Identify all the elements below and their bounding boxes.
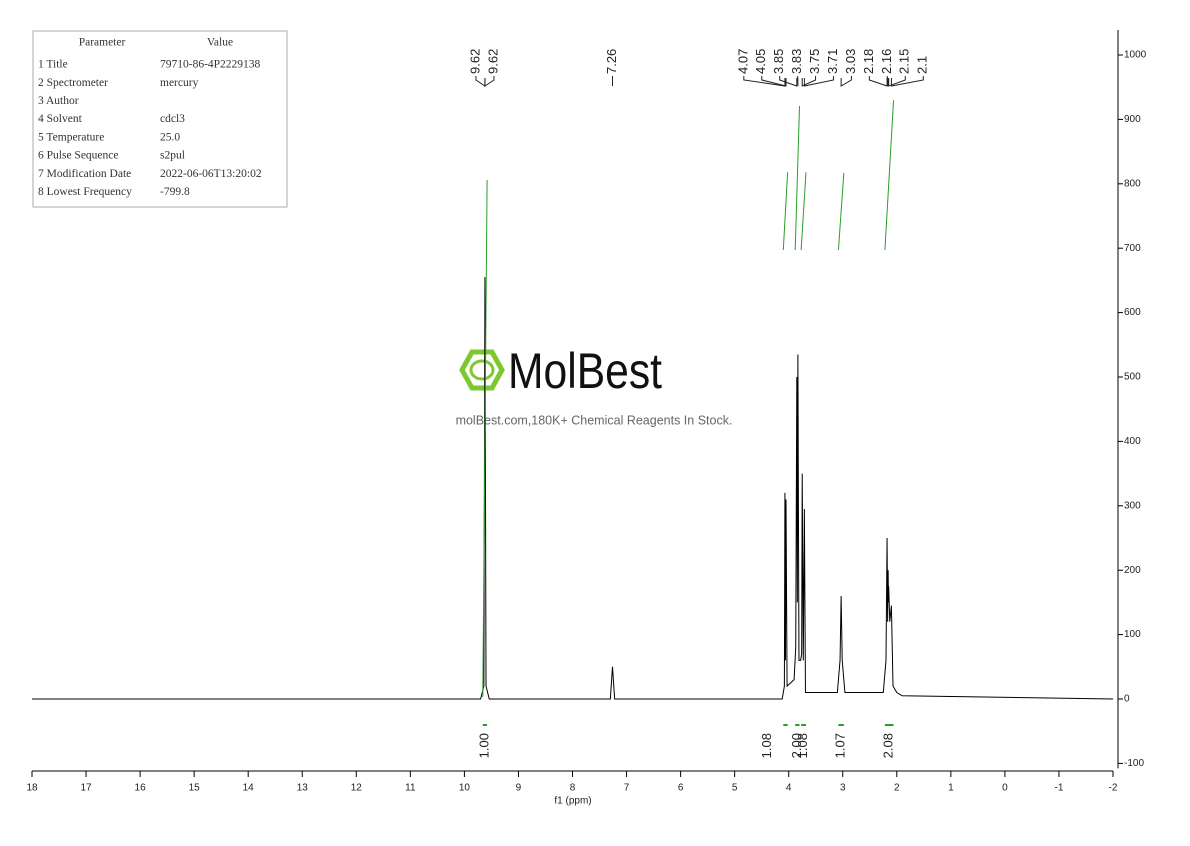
y-tick-label: 100 xyxy=(1124,629,1141,640)
x-tick-label: 2 xyxy=(894,783,900,794)
peak-label: 4.05 xyxy=(753,49,768,74)
y-tick-label: -100 xyxy=(1124,758,1144,769)
peak-label: 3.71 xyxy=(825,49,840,74)
logo-hexagon xyxy=(462,352,502,388)
y-tick-label: 700 xyxy=(1124,243,1141,254)
integral-label: 1.08 xyxy=(795,733,810,758)
peak-label: 2.1 xyxy=(915,56,930,74)
peak-label: 7.26 xyxy=(604,49,619,74)
logo-ring xyxy=(471,361,493,379)
x-tick-label: 7 xyxy=(624,783,630,794)
peak-label: 3.83 xyxy=(789,49,804,74)
x-tick-label: 9 xyxy=(516,783,522,794)
peak-connector xyxy=(869,76,887,86)
x-tick-label: 14 xyxy=(243,783,255,794)
table-cell: 25.0 xyxy=(160,131,180,143)
logo-text: MolBest xyxy=(508,343,662,399)
x-tick-label: 1 xyxy=(948,783,954,794)
y-tick-label: 200 xyxy=(1124,565,1141,576)
table-cell: s2pul xyxy=(160,150,185,162)
x-tick-label: 13 xyxy=(297,783,309,794)
x-tick-label: 12 xyxy=(351,783,363,794)
x-tick-label: -2 xyxy=(1109,783,1118,794)
y-tick-label: 500 xyxy=(1124,372,1141,383)
watermark: MolBest molBest.com,180K+ Chemical Reage… xyxy=(456,343,733,427)
peak-label: 3.85 xyxy=(771,49,786,74)
peak-label: 2.18 xyxy=(861,49,876,74)
x-tick-label: 16 xyxy=(135,783,147,794)
x-tick-label: 4 xyxy=(786,783,792,794)
x-tick-label: 8 xyxy=(570,783,576,794)
integral-label: 2.08 xyxy=(881,733,896,758)
peak-connector xyxy=(780,76,797,86)
table-header: Value xyxy=(207,37,233,49)
peak-connector xyxy=(887,76,888,86)
peak-label: 9.62 xyxy=(485,49,500,74)
integral-curve xyxy=(483,180,487,697)
x-tick-label: 0 xyxy=(1002,783,1008,794)
x-tick-label: 11 xyxy=(405,783,416,794)
tagline: molBest.com,180K+ Chemical Reagents In S… xyxy=(456,413,733,427)
peak-connector xyxy=(804,76,833,86)
peak-label: 4.07 xyxy=(735,49,750,74)
integral-label: 1.00 xyxy=(476,733,491,758)
y-tick-label: 300 xyxy=(1124,500,1141,511)
integral-curve xyxy=(885,100,894,250)
x-tick-label: 17 xyxy=(80,783,92,794)
peak-connector xyxy=(891,76,923,86)
table-cell: mercury xyxy=(160,77,199,89)
peak-label: 2.15 xyxy=(897,49,912,74)
table-cell: 2022-06-06T13:20:02 xyxy=(160,168,262,180)
x-tick-label: 15 xyxy=(189,783,201,794)
integral-curve xyxy=(783,172,787,250)
spectrum xyxy=(32,277,1113,699)
integral-curve xyxy=(795,106,799,250)
integral-label: 1.07 xyxy=(833,733,848,758)
table-cell: 2 Spectrometer xyxy=(38,77,108,89)
x-tick-label: 6 xyxy=(678,783,684,794)
table-cell: 4 Solvent xyxy=(38,113,83,125)
integral-label: 1.08 xyxy=(759,733,774,758)
x-tick-label: 18 xyxy=(26,783,38,794)
y-tick-label: 400 xyxy=(1124,436,1141,447)
peak-connector xyxy=(485,76,494,86)
y-tick-label: 900 xyxy=(1124,114,1141,125)
x-tick-label: 10 xyxy=(459,783,471,794)
y-tick-label: 0 xyxy=(1124,694,1130,705)
y-tick-label: 600 xyxy=(1124,307,1141,318)
x-tick-label: 3 xyxy=(840,783,846,794)
peak-label: 3.03 xyxy=(843,49,858,74)
x-axis-label: f1 (ppm) xyxy=(554,796,591,807)
table-cell: 3 Author xyxy=(38,95,79,107)
integral-curve xyxy=(838,173,843,250)
peak-label: 9.62 xyxy=(467,49,482,74)
table-cell: 79710-86-4P2229138 xyxy=(160,59,261,71)
table-cell: 5 Temperature xyxy=(38,131,104,143)
table-cell: -799.8 xyxy=(160,186,190,198)
table-cell: 6 Pulse Sequence xyxy=(38,150,118,162)
table-cell: 1 Title xyxy=(38,59,68,71)
y-tick-label: 800 xyxy=(1124,178,1141,189)
peak-connector xyxy=(841,76,851,86)
table-header: Parameter xyxy=(79,37,126,49)
x-tick-label: -1 xyxy=(1054,783,1063,794)
peak-connector xyxy=(476,76,485,86)
y-tick-label: 1000 xyxy=(1124,50,1147,61)
integral-curve xyxy=(801,172,806,250)
peak-label: 2.16 xyxy=(879,49,894,74)
peak-label: 3.75 xyxy=(807,49,822,74)
table-cell: 7 Modification Date xyxy=(38,168,131,180)
table-cell: cdcl3 xyxy=(160,113,185,125)
x-tick-label: 5 xyxy=(732,783,738,794)
table-cell: 8 Lowest Frequency xyxy=(38,186,132,198)
